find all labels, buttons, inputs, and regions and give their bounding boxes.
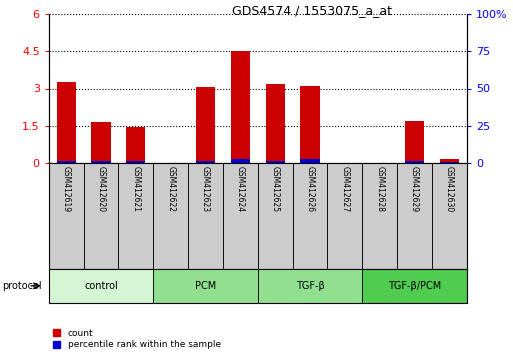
- Bar: [231, 51, 250, 163]
- Bar: [327, 163, 362, 269]
- Text: GSM412619: GSM412619: [62, 166, 71, 212]
- Text: GSM412627: GSM412627: [341, 166, 349, 212]
- Text: GSM412629: GSM412629: [410, 166, 419, 212]
- Bar: [126, 161, 145, 163]
- Bar: [292, 163, 327, 269]
- Text: GSM412630: GSM412630: [445, 166, 454, 212]
- Bar: [56, 161, 76, 163]
- Bar: [91, 122, 111, 163]
- Bar: [405, 121, 424, 163]
- Bar: [231, 159, 250, 163]
- Text: TGF-β: TGF-β: [295, 281, 324, 291]
- Text: GSM412626: GSM412626: [306, 166, 314, 212]
- Bar: [153, 269, 258, 303]
- Text: PCM: PCM: [195, 281, 216, 291]
- Bar: [362, 269, 467, 303]
- Bar: [258, 163, 292, 269]
- Bar: [119, 163, 153, 269]
- Bar: [440, 159, 459, 163]
- Text: GSM412624: GSM412624: [236, 166, 245, 212]
- Text: GSM412620: GSM412620: [96, 166, 106, 212]
- Legend: count, percentile rank within the sample: count, percentile rank within the sample: [53, 329, 221, 349]
- Text: GDS4574 / 1553075_a_at: GDS4574 / 1553075_a_at: [232, 4, 392, 17]
- Bar: [432, 163, 467, 269]
- Bar: [258, 269, 362, 303]
- Bar: [397, 163, 432, 269]
- Text: GSM412622: GSM412622: [166, 166, 175, 212]
- Bar: [362, 163, 397, 269]
- Bar: [84, 163, 119, 269]
- Bar: [49, 269, 153, 303]
- Bar: [266, 161, 285, 163]
- Bar: [126, 127, 145, 163]
- Bar: [153, 163, 188, 269]
- Bar: [56, 82, 76, 163]
- Bar: [405, 161, 424, 163]
- Bar: [91, 161, 111, 163]
- Bar: [196, 161, 215, 163]
- Bar: [223, 163, 258, 269]
- Text: protocol: protocol: [3, 281, 42, 291]
- Bar: [301, 86, 320, 163]
- Text: GSM412621: GSM412621: [131, 166, 141, 212]
- Bar: [440, 161, 459, 163]
- Bar: [196, 87, 215, 163]
- Text: GSM412628: GSM412628: [375, 166, 384, 212]
- Bar: [188, 163, 223, 269]
- Text: GSM412623: GSM412623: [201, 166, 210, 212]
- Text: control: control: [84, 281, 118, 291]
- Text: GSM412625: GSM412625: [271, 166, 280, 212]
- Bar: [49, 163, 84, 269]
- Bar: [301, 159, 320, 163]
- Text: TGF-β/PCM: TGF-β/PCM: [388, 281, 441, 291]
- Bar: [266, 84, 285, 163]
